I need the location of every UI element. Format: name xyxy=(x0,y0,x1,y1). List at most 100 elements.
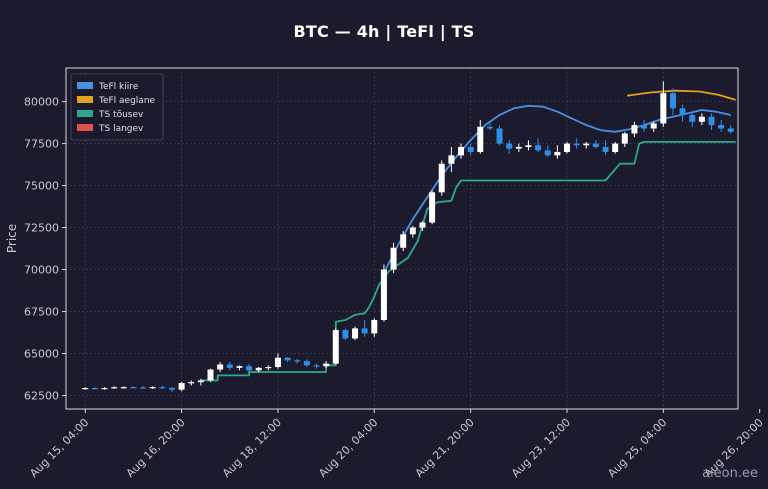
candle-body xyxy=(708,116,715,126)
legend-label: TS langev xyxy=(98,124,144,134)
x-tick-label: Aug 20, 04:00 xyxy=(316,416,380,480)
candle-body xyxy=(217,364,224,370)
x-tick-label: Aug 23, 12:00 xyxy=(509,416,573,480)
chart-title: BTC — 4h | TeFl | TS xyxy=(293,22,475,41)
candle-body xyxy=(583,143,590,146)
candle-body xyxy=(168,388,175,390)
candle-body xyxy=(82,388,89,390)
series-line-ts-tõusev xyxy=(200,141,736,382)
candle-body xyxy=(284,357,291,361)
candle-body xyxy=(130,387,137,389)
candle-body xyxy=(332,330,339,364)
legend-swatch xyxy=(77,110,93,117)
x-tick-label: Aug 21, 20:00 xyxy=(413,416,477,480)
candle-body xyxy=(361,328,368,334)
candle-body xyxy=(101,388,108,390)
candle-body xyxy=(438,163,445,193)
candle-body xyxy=(544,150,551,156)
candle-body xyxy=(515,146,522,149)
candle-body xyxy=(409,227,416,235)
candle-body xyxy=(236,366,243,368)
y-tick-label: 75000 xyxy=(24,180,59,193)
watermark-logo: aieon.ee xyxy=(702,466,758,481)
candle-body xyxy=(111,387,118,389)
candle-body xyxy=(727,128,734,132)
candle-body xyxy=(602,146,609,152)
candle-body xyxy=(313,365,320,367)
candle-body xyxy=(342,330,349,339)
candle-body xyxy=(419,222,426,228)
candle-body xyxy=(448,155,455,164)
candle-body xyxy=(458,146,464,156)
x-tick-label: Aug 15, 04:00 xyxy=(27,416,91,480)
candle-body xyxy=(506,143,513,149)
y-tick-label: 70000 xyxy=(24,264,59,277)
legend-swatch xyxy=(77,96,93,103)
legend-swatch xyxy=(77,82,93,89)
candle-body xyxy=(486,126,493,129)
candle-body xyxy=(303,361,310,366)
series-line-tefl-aeglane xyxy=(627,89,736,101)
series-line-tefl-kiire xyxy=(383,104,731,274)
candle-body xyxy=(621,133,628,144)
candle-body xyxy=(718,125,725,129)
candle-body xyxy=(477,126,484,152)
candle-body xyxy=(698,116,705,122)
candle-body xyxy=(207,369,214,381)
x-tick-label: Aug 16, 20:00 xyxy=(124,416,188,480)
candle-body xyxy=(631,125,638,134)
legend-label: TeFl aeglane xyxy=(98,96,156,106)
candle-body xyxy=(592,143,599,147)
candle-body xyxy=(371,319,378,334)
candle-body xyxy=(564,143,570,152)
legend-box xyxy=(70,73,164,141)
candle-body xyxy=(352,328,359,339)
candle-body xyxy=(226,364,233,368)
candle-body xyxy=(535,145,542,151)
candle-body xyxy=(265,367,272,369)
candle-body xyxy=(612,143,619,152)
y-tick-label: 65000 xyxy=(24,348,59,361)
candle-body xyxy=(390,247,397,270)
y-tick-label: 80000 xyxy=(24,96,59,109)
candle-body xyxy=(91,388,98,390)
candle-body xyxy=(641,125,648,129)
candle-body xyxy=(323,363,330,367)
candle-body xyxy=(294,360,301,362)
candle-body xyxy=(274,357,281,368)
candle-body xyxy=(178,382,185,390)
plot-frame xyxy=(65,67,739,410)
candle-body xyxy=(496,128,503,144)
legend-label: TeFl kiire xyxy=(98,82,139,92)
candle-body xyxy=(255,367,262,371)
legend-swatch xyxy=(77,124,93,131)
candle-body xyxy=(689,115,696,122)
candle-body xyxy=(197,380,204,383)
candle-body xyxy=(573,143,580,146)
x-tick-label: Aug 25, 04:00 xyxy=(605,416,669,480)
candle-body xyxy=(669,93,676,109)
candle-body xyxy=(467,146,474,152)
candle-body xyxy=(554,151,561,156)
candle-body xyxy=(246,366,253,371)
y-tick-label: 62500 xyxy=(24,390,59,403)
candle-body xyxy=(140,387,147,389)
x-tick-label: Aug 18, 12:00 xyxy=(220,416,284,480)
candle-body xyxy=(149,387,156,389)
candle-body xyxy=(650,123,657,129)
candle-body xyxy=(188,382,195,384)
y-tick-label: 77500 xyxy=(24,138,59,151)
candle-body xyxy=(400,234,407,248)
candle-body xyxy=(380,269,387,320)
candle-body xyxy=(159,387,166,389)
candle-body xyxy=(679,108,686,116)
candle-body xyxy=(525,145,532,147)
y-axis-label: Price xyxy=(5,224,19,253)
candle-body xyxy=(660,93,667,124)
y-tick-label: 72500 xyxy=(24,222,59,235)
legend-label: TS tõusev xyxy=(98,110,144,120)
candle-body xyxy=(429,192,436,223)
candle-body xyxy=(120,387,127,389)
y-tick-label: 67500 xyxy=(24,306,59,319)
